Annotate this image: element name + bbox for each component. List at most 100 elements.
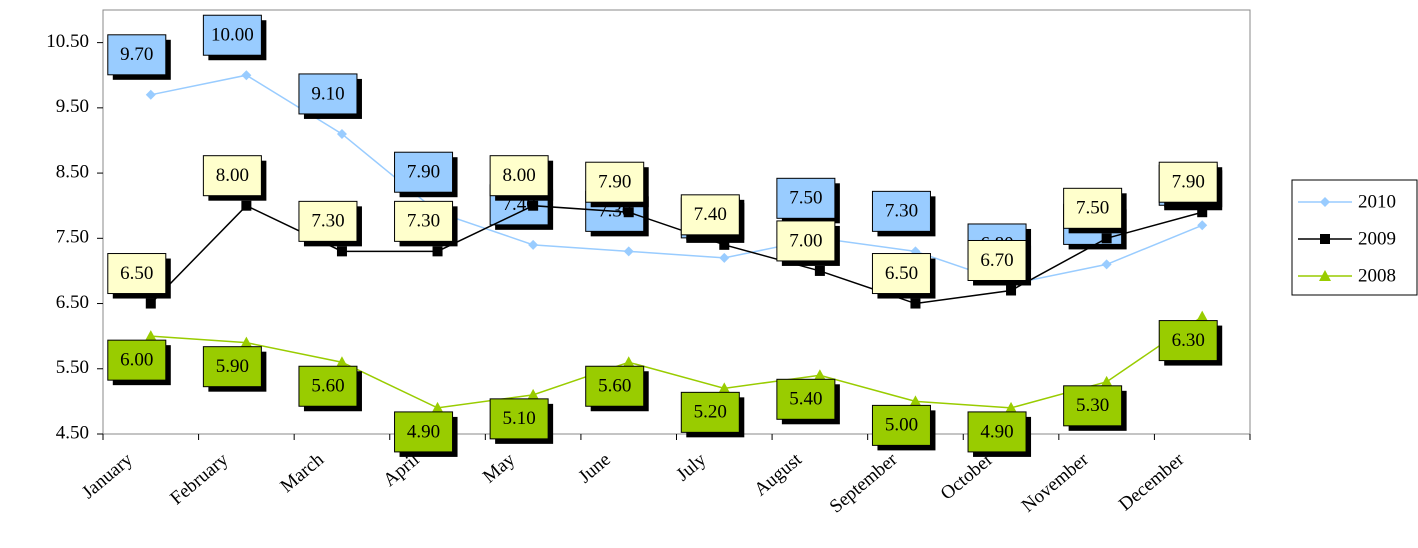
- data-label: 7.30: [885, 201, 918, 222]
- data-point: [1196, 310, 1209, 322]
- data-label: 10.00: [211, 25, 254, 46]
- data-label: 5.60: [311, 376, 344, 397]
- data-point: [1101, 259, 1112, 270]
- data-label-box: [298, 200, 358, 242]
- data-label: 8.00: [216, 165, 249, 186]
- data-label-box: [107, 339, 167, 381]
- data-point: [240, 336, 253, 348]
- data-label: 7.90: [407, 162, 440, 183]
- x-tick-label: November: [1018, 449, 1093, 517]
- x-tick-label: February: [166, 449, 232, 509]
- data-label-box: [107, 253, 167, 295]
- data-label-box: [871, 190, 931, 232]
- data-label-box: [585, 161, 645, 203]
- data-label: 9.70: [120, 44, 153, 65]
- data-label-box: [394, 151, 454, 193]
- y-tick-label: 5.50: [56, 357, 89, 378]
- data-label: 7.40: [694, 204, 727, 225]
- data-label: 4.90: [407, 421, 440, 442]
- data-label-box: [202, 346, 262, 388]
- data-label-box: [394, 411, 454, 453]
- data-label-box: [680, 194, 740, 236]
- data-point: [718, 382, 731, 394]
- y-tick-label: 4.50: [56, 422, 89, 443]
- data-point: [145, 89, 156, 100]
- plot-area: [102, 9, 1251, 435]
- data-label: 5.20: [694, 402, 727, 423]
- data-label: 5.40: [789, 389, 822, 410]
- data-label-box: [298, 365, 358, 407]
- data-point: [145, 298, 156, 309]
- data-label: 7.90: [1172, 172, 1205, 193]
- data-label-box: [202, 155, 262, 197]
- legend-marker: [1319, 270, 1331, 281]
- x-tick-label: August: [750, 449, 806, 501]
- y-tick-label: 6.50: [56, 292, 89, 313]
- legend-label: 2010: [1358, 191, 1396, 212]
- data-label-box: [1158, 320, 1218, 362]
- x-tick-label: September: [826, 449, 902, 518]
- data-point: [336, 128, 347, 139]
- data-point: [336, 246, 347, 257]
- y-tick-label: 7.50: [56, 227, 89, 248]
- data-label-box: [776, 378, 836, 420]
- data-label: 5.00: [885, 415, 918, 436]
- data-point: [1005, 401, 1018, 413]
- data-point: [528, 239, 539, 250]
- data-label-box: [776, 177, 836, 219]
- data-label: 5.90: [216, 356, 249, 377]
- data-point: [144, 330, 157, 342]
- legend-label: 2009: [1358, 228, 1396, 249]
- data-point: [528, 200, 539, 211]
- x-tick-label: December: [1115, 449, 1189, 516]
- data-point: [813, 369, 826, 381]
- legend-label: 2008: [1358, 265, 1396, 286]
- data-point: [431, 401, 444, 413]
- data-point: [1197, 220, 1208, 231]
- data-label: 6.70: [980, 250, 1013, 271]
- data-label-box: [489, 398, 549, 440]
- data-label: 7.50: [789, 188, 822, 209]
- series-line: [150, 315, 1203, 409]
- data-point: [241, 200, 252, 211]
- data-label: 5.60: [598, 376, 631, 397]
- data-label-box: [871, 253, 931, 295]
- x-tick-label: March: [276, 449, 328, 497]
- data-point: [1197, 207, 1208, 218]
- legend-marker: [1320, 197, 1330, 207]
- data-label: 7.90: [598, 172, 631, 193]
- legend-marker: [1320, 234, 1330, 244]
- data-label-box: [967, 239, 1027, 281]
- data-point: [1006, 285, 1017, 296]
- data-point: [1101, 233, 1112, 244]
- data-point: [909, 395, 922, 407]
- x-tick-label: January: [78, 449, 137, 503]
- data-label: 7.30: [407, 211, 440, 232]
- data-label-box: [107, 34, 167, 76]
- x-tick-label: July: [673, 449, 711, 486]
- data-label-box: [1158, 161, 1218, 203]
- y-tick-label: 9.50: [56, 96, 89, 117]
- data-point: [432, 246, 443, 257]
- data-label-box: [967, 411, 1027, 453]
- data-point: [622, 356, 635, 368]
- data-label-box: [489, 155, 549, 197]
- data-point: [719, 239, 730, 250]
- data-point: [335, 356, 348, 368]
- data-point: [814, 265, 825, 276]
- data-label: 5.30: [1076, 395, 1109, 416]
- data-point: [623, 207, 634, 218]
- data-point: [241, 70, 252, 81]
- data-label-box: [394, 200, 454, 242]
- data-label: 4.90: [980, 421, 1013, 442]
- y-tick-label: 10.50: [46, 31, 89, 52]
- data-label: 5.10: [503, 408, 536, 429]
- data-label: 9.10: [311, 83, 344, 104]
- data-label: 6.30: [1172, 330, 1205, 351]
- data-label-box: [585, 365, 645, 407]
- data-label-box: [1063, 187, 1123, 229]
- data-point: [623, 246, 634, 257]
- legend-box: [1291, 179, 1418, 296]
- data-label-box: [202, 14, 262, 56]
